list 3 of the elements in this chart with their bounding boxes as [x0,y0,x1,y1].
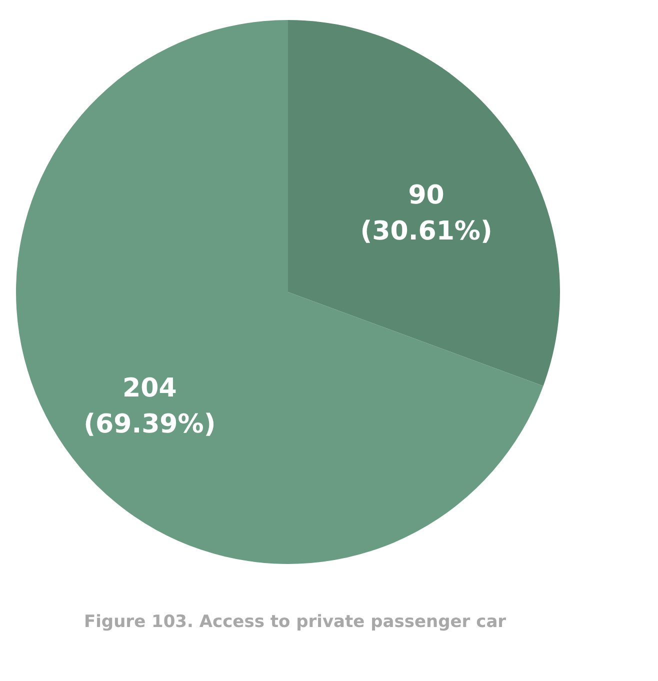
caption: Figure 103. Access to private passenger car [84,612,507,632]
data-label: 204 (69.39%) [84,373,216,440]
data-label: 90 (30.61%) [360,180,492,247]
